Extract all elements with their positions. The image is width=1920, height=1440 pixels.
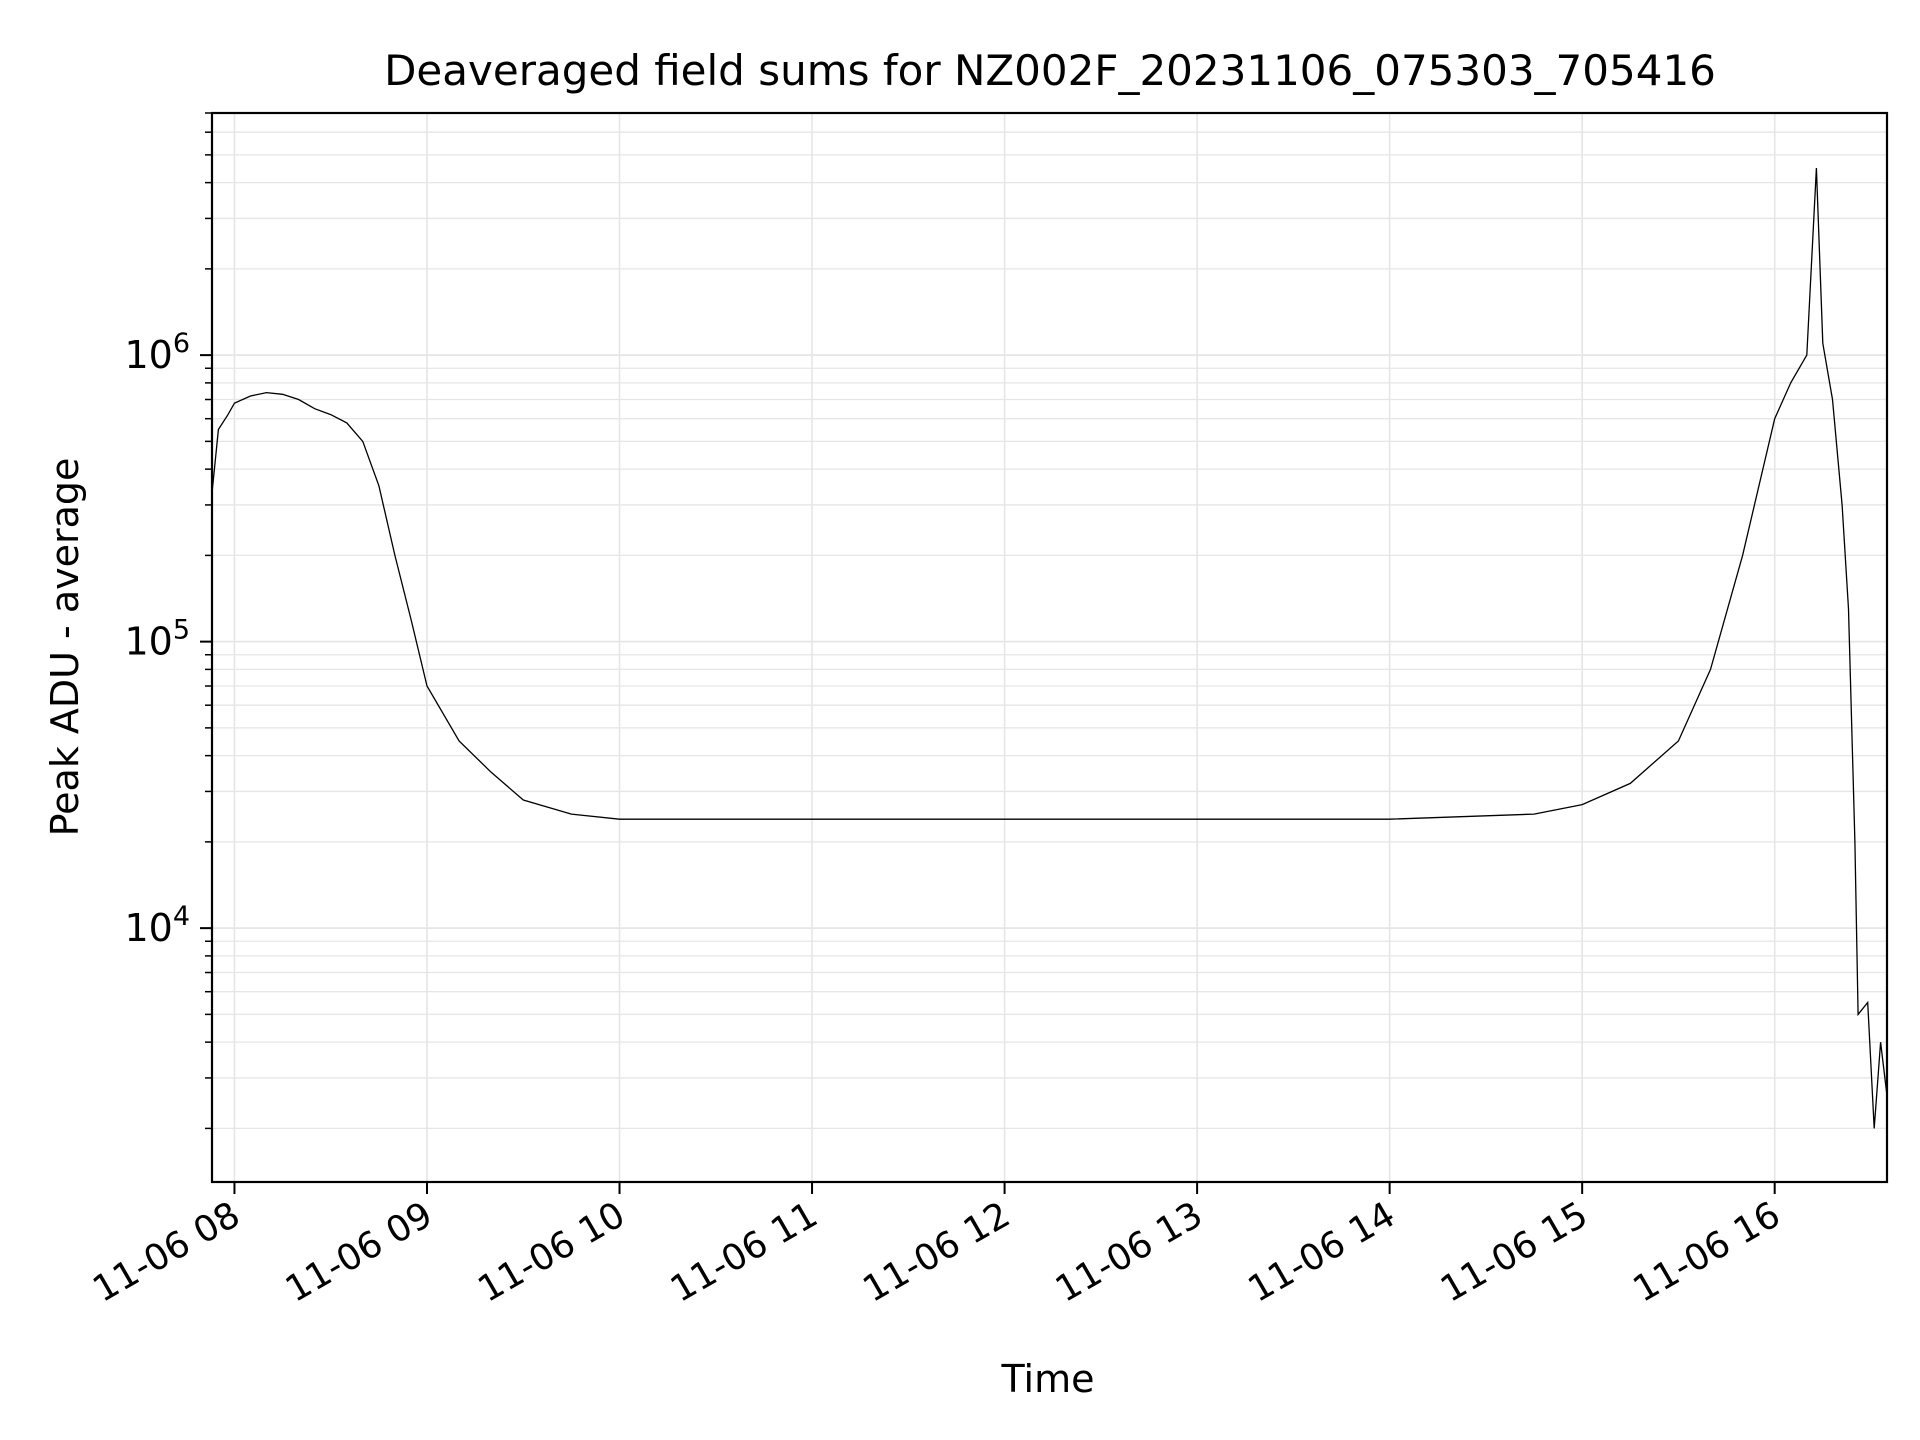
y-tick-exponent: 4 — [173, 901, 190, 932]
chart-title: Deaveraged field sums for NZ002F_2023110… — [384, 46, 1716, 95]
data-series — [211, 167, 1888, 1129]
y-tick-exponent: 5 — [173, 615, 190, 646]
plot-frame — [210, 111, 1889, 1184]
y-tick-label: 106 — [124, 328, 190, 377]
x-axis-label: Time — [1001, 1357, 1095, 1401]
y-axis-label: Peak ADU - average — [43, 458, 87, 837]
y-tick-base: 10 — [124, 620, 172, 664]
y-tick-label: 105 — [124, 615, 190, 664]
grid — [212, 112, 1887, 1182]
y-tick-label: 104 — [124, 901, 190, 950]
y-tick-exponent: 6 — [173, 328, 190, 359]
series-line — [211, 167, 1888, 1129]
y-tick-base: 10 — [124, 906, 172, 950]
y-tick-base: 10 — [124, 333, 172, 377]
